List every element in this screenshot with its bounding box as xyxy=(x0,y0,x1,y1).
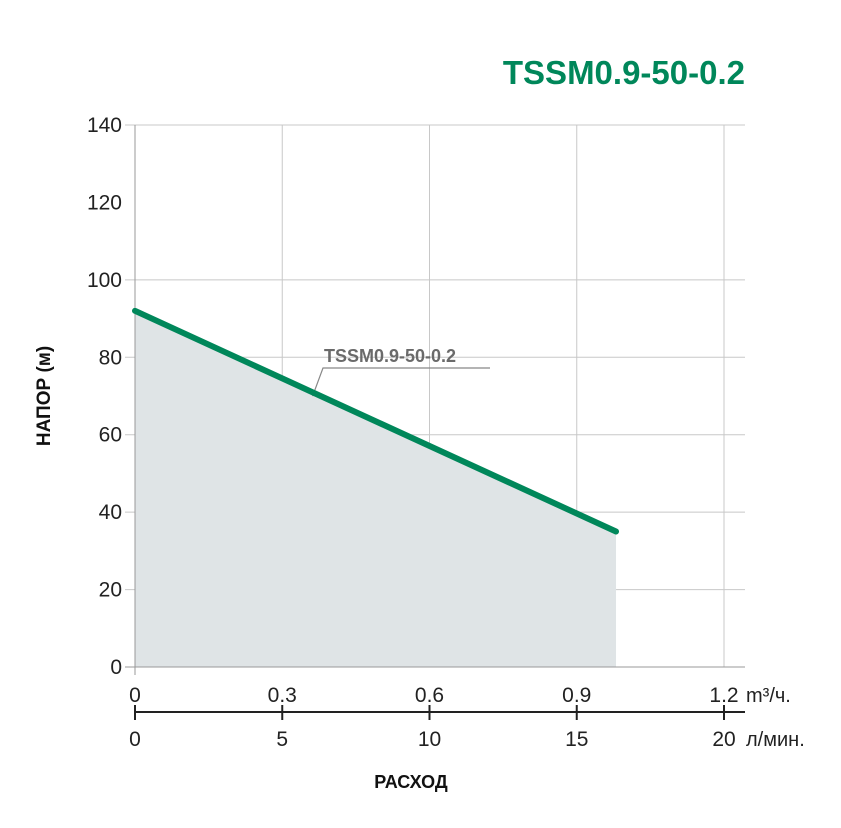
y-tick-label: 100 xyxy=(87,269,122,292)
chart-title: TSSM0.9-50-0.2 xyxy=(503,54,745,91)
y-tick-label: 120 xyxy=(87,191,122,214)
x-tick-label-secondary: 5 xyxy=(276,728,288,751)
x-tick-labels-primary: 0 0.3 0.6 0.9 1.2 xyxy=(129,684,738,707)
series-label-leader xyxy=(312,367,490,397)
y-tick-labels: 0 20 40 60 80 100 120 140 xyxy=(87,114,122,679)
x-tick-label-primary: 0.3 xyxy=(268,684,297,707)
curve-area-fill xyxy=(135,310,617,667)
x-unit-secondary: л/мин. xyxy=(746,729,805,751)
y-tick-label: 80 xyxy=(99,346,122,369)
x-tick-label-secondary: 0 xyxy=(129,728,141,751)
y-tick-label: 0 xyxy=(110,656,122,679)
x-tick-label-primary: 1.2 xyxy=(709,684,738,707)
x-tick-label-primary: 0.6 xyxy=(415,684,444,707)
y-tick-label: 60 xyxy=(99,424,122,447)
x-tick-label-primary: 0.9 xyxy=(562,684,591,707)
x-tick-label-secondary: 15 xyxy=(565,728,588,751)
y-axis-label: НАПОР (м) xyxy=(34,346,55,446)
y-tick-label: 20 xyxy=(99,579,122,602)
y-tick-label: 40 xyxy=(99,501,122,524)
x-axis-label: РАСХОД xyxy=(374,772,448,792)
y-tick-label: 140 xyxy=(87,114,122,137)
x-tick-label-secondary: 20 xyxy=(712,728,735,751)
x-tick-label-primary: 0 xyxy=(129,684,141,707)
series-label: TSSM0.9-50-0.2 xyxy=(324,346,456,366)
x-tick-label-secondary: 10 xyxy=(418,728,441,751)
axes xyxy=(125,125,745,713)
x-unit-primary: m³/ч. xyxy=(746,685,791,707)
series-line xyxy=(132,307,620,535)
x-tick-labels-secondary: 0 5 10 15 20 xyxy=(129,705,736,751)
